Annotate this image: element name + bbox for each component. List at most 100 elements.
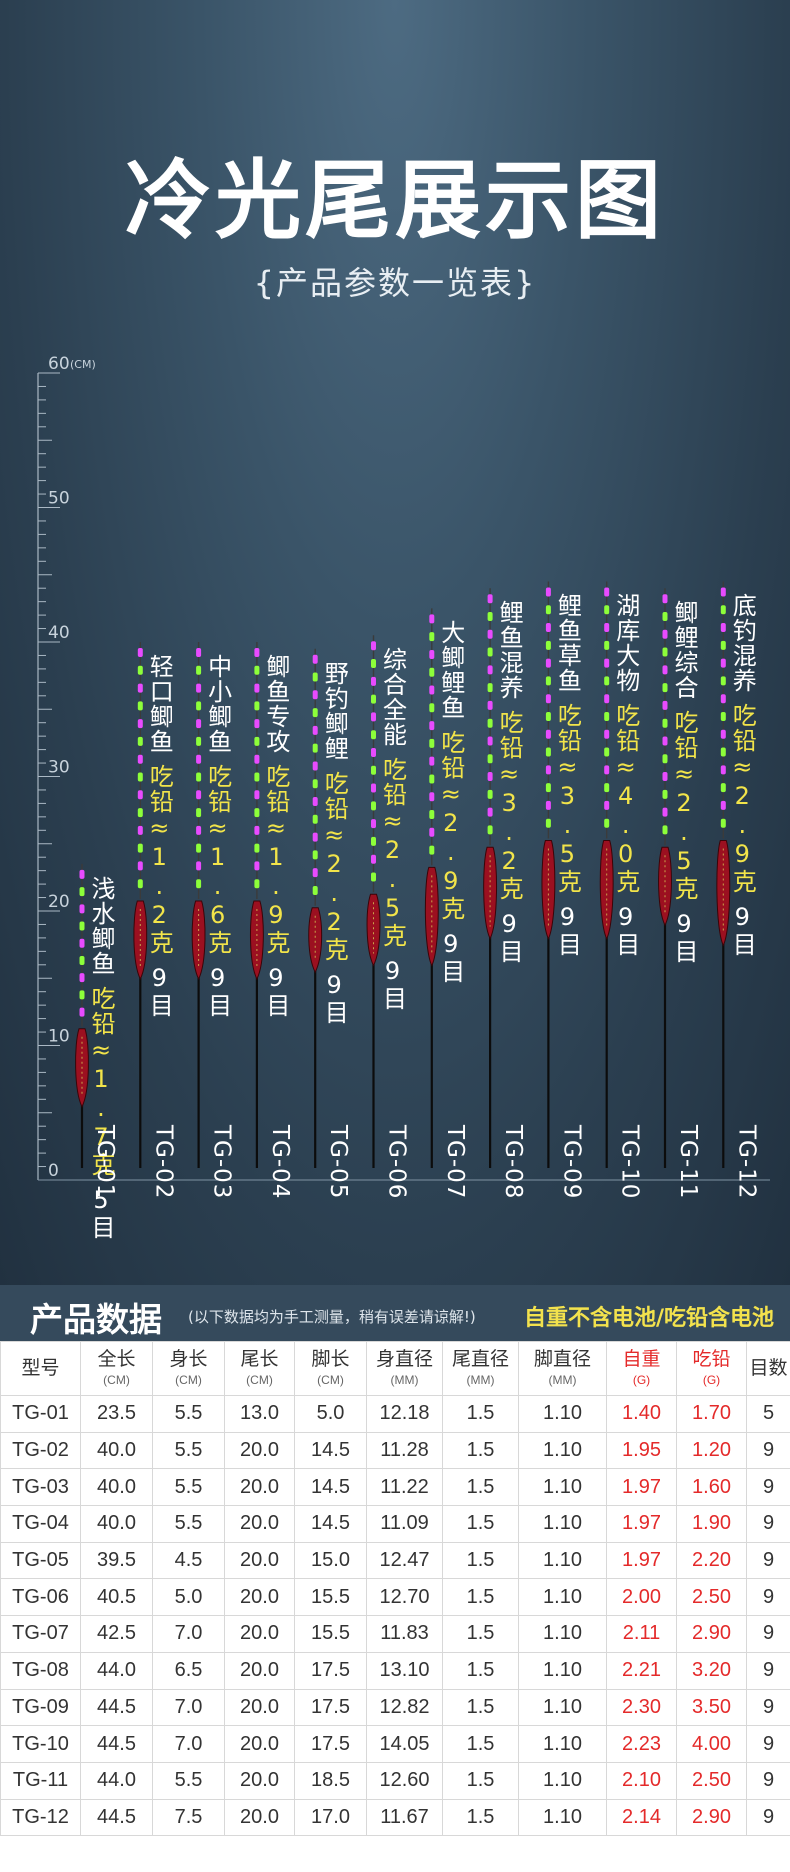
table-cell: 1.5 [442, 1505, 519, 1543]
glow-segment [137, 825, 143, 835]
product-weight: 吃铅≈1.7克 [87, 985, 115, 1177]
table-row: TG-11 44.0 5.5 20.0 18.5 12.60 1.5 1.10 2.10 2.50… [0, 1761, 790, 1800]
glow-segment [662, 683, 668, 693]
glow-segment [545, 711, 551, 721]
product-code: TG-01 [92, 1125, 118, 1200]
product-label-column: 大鲫鲤鱼 吃铅≈2.9克 9目 TG-07 [437, 0, 496, 1285]
header-unit: (MM) [390, 1373, 419, 1387]
glow-segment [429, 756, 435, 766]
table-cell: 9 [746, 1761, 790, 1800]
header-label: 脚直径 [533, 1349, 591, 1370]
product-mesh: 9目 [728, 903, 757, 958]
product-code: TG-07 [441, 1125, 468, 1200]
glow-segment [196, 808, 202, 818]
table-cell: 1.10 [518, 1578, 607, 1617]
product-code: TG-08 [500, 1125, 527, 1200]
table-cell: 1.10 [518, 1651, 607, 1690]
header-label: 脚长 [311, 1349, 350, 1370]
glow-segment [371, 694, 376, 704]
header-label: 尾直径 [451, 1349, 509, 1370]
ruler-label: 50 [48, 489, 70, 509]
table-cell: 20.0 [224, 1468, 295, 1507]
table-cell: 15.0 [294, 1541, 367, 1580]
glow-segment [79, 887, 85, 897]
glow-segment [662, 772, 668, 782]
table-row: TG-10 44.5 7.0 20.0 17.5 14.05 1.5 1.10 2.23 4.00… [0, 1725, 790, 1763]
glow-segment [604, 640, 610, 650]
table-cell: 1.40 [606, 1395, 677, 1433]
glow-segment [196, 772, 202, 782]
float-body [483, 846, 498, 940]
table-cell: 39.5 [80, 1541, 153, 1580]
product-name: 鲫鱼专攻 [261, 654, 290, 754]
glow-segment [196, 701, 202, 711]
glow-segment [487, 700, 493, 710]
table-cell: 9 [746, 1468, 790, 1507]
glow-segment [662, 807, 668, 817]
table-cell: 44.5 [80, 1798, 153, 1837]
table-cell: 17.5 [294, 1725, 367, 1763]
table-header-cell: 尾直径 (MM) [442, 1341, 519, 1396]
glow-segment [137, 665, 143, 675]
product-name: 中小鲫鱼 [203, 654, 232, 754]
table-cell: 40.0 [80, 1468, 153, 1507]
table-header-cell: 目数 [746, 1341, 790, 1396]
glow-segment [429, 667, 435, 677]
header-label: 目数 [749, 1357, 788, 1379]
table-cell: 44.5 [80, 1725, 153, 1763]
glow-segment [371, 730, 376, 740]
glow-segment [137, 736, 143, 746]
glow-segment [604, 587, 610, 597]
table-cell: 40.0 [80, 1431, 153, 1470]
table-cell: 13.0 [224, 1395, 295, 1433]
table-cell: 1.10 [518, 1688, 607, 1727]
glow-segment [254, 808, 260, 818]
product-name: 底钓混养 [728, 593, 757, 694]
glow-segment [196, 790, 202, 800]
table-cell: 14.5 [294, 1505, 367, 1543]
table-cell: 1.90 [676, 1505, 747, 1543]
product-name: 综合全能 [378, 647, 407, 748]
glow-segment [137, 790, 143, 800]
glow-segment [662, 629, 668, 639]
table-cell: 9 [746, 1688, 790, 1727]
product-label-column: 鲫鲤综合 吃铅≈2.5克 9目 TG-11 [670, 0, 729, 1285]
product-code: TG-09 [558, 1125, 585, 1200]
product-name: 鲫鲤综合 [670, 600, 698, 701]
product-code: TG-02 [150, 1125, 177, 1200]
page-title: 冷光尾展示图 [125, 151, 665, 251]
product-code: TG-12 [733, 1125, 760, 1200]
header-unit: (MM) [548, 1373, 577, 1387]
product-weight: 吃铅≈2.5克 [378, 757, 407, 949]
table-cell: 2.23 [606, 1725, 677, 1763]
table-row: TG-02 40.0 5.5 20.0 14.5 11.28 1.5 1.10 1.95 1.20… [0, 1431, 790, 1470]
table-cell: 1.10 [518, 1541, 607, 1580]
glow-segment [429, 632, 435, 642]
length-ruler: 60 50 40 30 20 10 0 (CM) [37, 354, 770, 1181]
glow-segment [545, 800, 551, 810]
glow-segment [254, 861, 260, 871]
table-header-cell: 型号 [0, 1341, 81, 1396]
glow-segment [662, 718, 668, 728]
glow-segment [545, 623, 551, 633]
glow-segment [371, 641, 376, 651]
table-cell: 12.47 [366, 1541, 443, 1580]
glow-segment [371, 836, 376, 846]
glow-segment [137, 808, 143, 818]
table-cell: 44.5 [80, 1688, 153, 1727]
table-header-cell: 身长 (CM) [152, 1341, 225, 1396]
glow-segment [312, 779, 318, 789]
table-cell: 1.5 [442, 1651, 519, 1690]
table-cell: 20.0 [224, 1798, 295, 1837]
glow-segment [720, 783, 726, 793]
product-weight: 吃铅≈2.2克 [320, 770, 349, 962]
table-cell: 12.82 [366, 1688, 443, 1727]
table-cell: TG-05 [0, 1541, 81, 1580]
table-cell: 20.0 [224, 1688, 295, 1727]
glow-segment [720, 818, 726, 828]
glow-segment [487, 789, 493, 799]
table-row: TG-03 40.0 5.5 20.0 14.5 11.22 1.5 1.10 1.97 1.60… [0, 1468, 790, 1507]
product-weight: 吃铅≈1.6克 [203, 764, 232, 955]
product-name: 野钓鲫鲤 [320, 660, 349, 761]
table-cell: 1.97 [606, 1541, 677, 1580]
